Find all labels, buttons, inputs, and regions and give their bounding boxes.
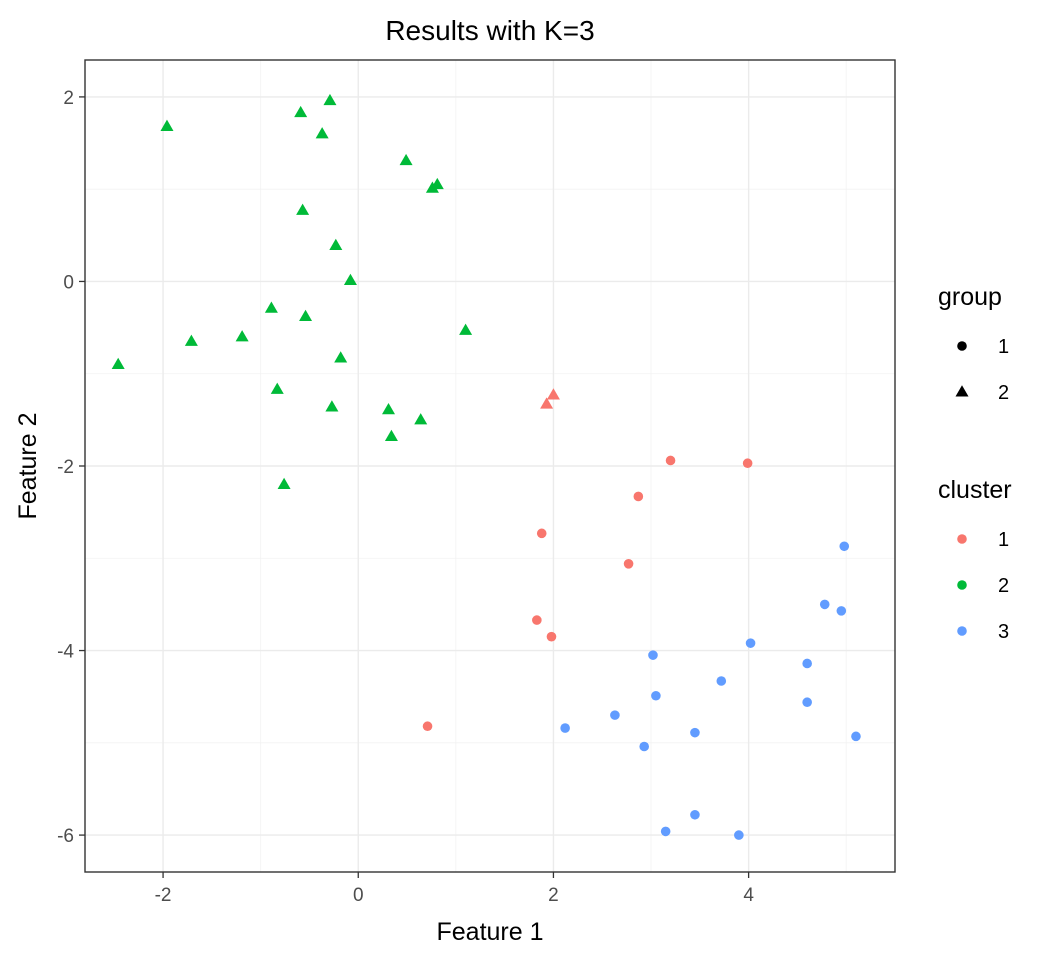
- data-point-circle: [690, 727, 700, 738]
- data-point-circle: [802, 658, 812, 669]
- data-point-triangle: [315, 127, 329, 139]
- legend-cluster-label: 2: [998, 575, 1009, 597]
- y-tick-label: -4: [57, 642, 74, 663]
- legend-cluster-label: 3: [998, 621, 1009, 643]
- legend-key-color: [957, 534, 967, 544]
- legend-cluster-title: cluster: [938, 476, 1012, 504]
- legend-group-label: 1: [998, 336, 1009, 358]
- data-point-circle: [546, 631, 557, 642]
- data-point-triangle: [184, 334, 198, 346]
- y-tick-label: -2: [57, 457, 74, 478]
- data-point-circle: [716, 676, 727, 686]
- data-point-triangle: [334, 351, 348, 363]
- data-point-circle: [690, 809, 700, 820]
- data-point-circle: [633, 491, 644, 502]
- y-tick-label: 2: [63, 88, 74, 109]
- legend-group-label: 2: [998, 382, 1009, 404]
- data-point-triangle: [277, 477, 291, 489]
- legend: group 1 2 cluster 1 2 3: [938, 283, 1012, 643]
- y-tick-label: 0: [63, 272, 74, 293]
- data-point-circle: [742, 458, 753, 469]
- data-point-triangle: [459, 323, 473, 335]
- axes: -2 0 2 4 -6 -4 -2 0 2: [57, 88, 754, 906]
- data-point-circle: [422, 721, 433, 732]
- data-point-triangle: [270, 382, 284, 394]
- data-point-triangle: [235, 330, 249, 342]
- data-point-triangle: [414, 413, 428, 425]
- x-tick-label: 2: [548, 885, 559, 906]
- data-point-circle: [734, 830, 744, 840]
- data-point-circle: [802, 697, 812, 708]
- data-point-circle: [819, 599, 830, 610]
- legend-key-color: [957, 626, 967, 636]
- legend-cluster-label: 1: [998, 529, 1009, 551]
- data-point-triangle: [329, 238, 343, 250]
- data-point-triangle: [296, 203, 310, 215]
- data-point-circle: [532, 615, 542, 625]
- data-point-circle: [745, 638, 756, 648]
- data-point-triangle: [430, 177, 444, 190]
- data-point-circle: [639, 741, 649, 752]
- data-point-circle: [851, 731, 861, 742]
- data-point-circle: [660, 826, 671, 837]
- legend-key-triangle: [955, 385, 969, 397]
- data-point-circle: [839, 541, 850, 552]
- data-point-circle: [648, 650, 658, 660]
- data-point-triangle: [382, 402, 396, 415]
- data-point-circle: [836, 606, 847, 616]
- data-point-triangle: [343, 273, 357, 286]
- data-point-triangle: [325, 400, 339, 412]
- data-points: [111, 93, 861, 840]
- data-point-triangle: [546, 388, 560, 400]
- data-point-triangle: [264, 301, 278, 313]
- data-point-triangle: [111, 357, 125, 370]
- data-point-circle: [536, 528, 547, 539]
- data-point-circle: [610, 710, 620, 720]
- data-point-triangle: [160, 119, 174, 131]
- x-tick-label: -2: [155, 885, 172, 906]
- legend-key-color: [957, 580, 967, 590]
- plot-grid: [85, 60, 895, 872]
- y-axis-title: Feature 2: [14, 412, 42, 519]
- data-point-circle: [651, 690, 661, 701]
- x-axis-title: Feature 1: [436, 918, 543, 946]
- data-point-triangle: [299, 309, 313, 322]
- data-point-triangle: [399, 153, 413, 166]
- data-point-circle: [560, 723, 570, 733]
- data-point-triangle: [540, 397, 554, 409]
- legend-group-title: group: [938, 283, 1002, 311]
- data-point-triangle: [323, 93, 337, 106]
- y-tick-label: -6: [57, 826, 74, 847]
- x-tick-label: 4: [743, 885, 754, 906]
- x-tick-label: 0: [353, 885, 364, 906]
- data-point-triangle: [294, 105, 308, 118]
- chart-title: Results with K=3: [385, 15, 594, 46]
- data-point-circle: [665, 455, 676, 466]
- data-point-triangle: [384, 429, 398, 441]
- legend-key-circle: [957, 341, 967, 351]
- data-point-circle: [623, 559, 634, 569]
